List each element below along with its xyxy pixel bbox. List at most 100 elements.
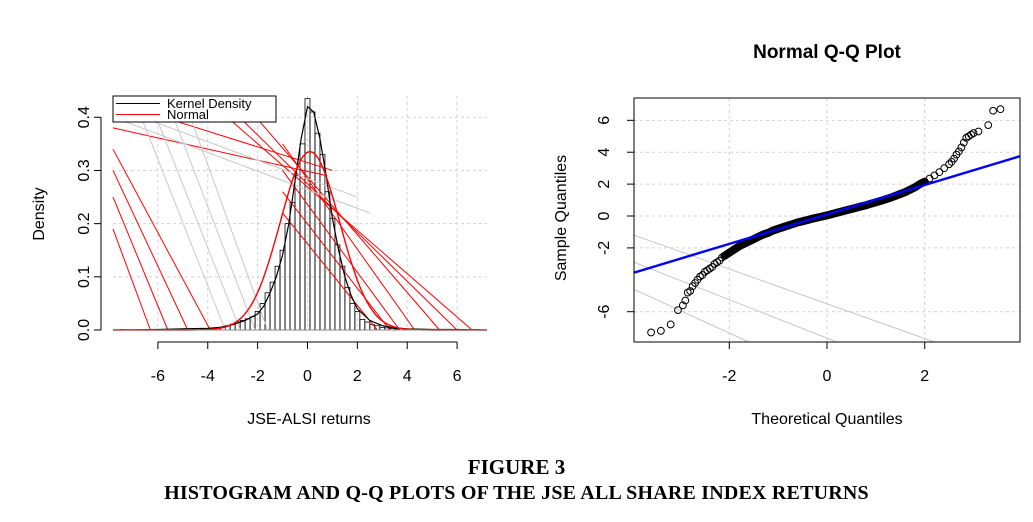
qq-reference-line	[633, 155, 1021, 274]
y-tick-label: 4	[596, 148, 613, 157]
grey-overlay-line	[633, 234, 935, 343]
red-overlay-line	[282, 143, 416, 331]
qq-plot-panel: Normal Q-Q Plot -2 0 2 -6 -2 0 2 4 6 Theoretica…	[553, 42, 1021, 428]
red-overlay-line	[237, 95, 441, 331]
x-tick-label: 2	[920, 368, 929, 385]
histogram-legend: Kernel Density Normal	[112, 95, 277, 123]
red-overlay-line	[112, 148, 211, 331]
qq-point	[678, 301, 687, 310]
y-tick-label: 0.1	[76, 266, 93, 288]
qq-point	[735, 242, 743, 251]
x-tick-label: -2	[722, 368, 736, 385]
grey-overlay-line	[164, 95, 256, 331]
y-tick-label: 0.2	[76, 212, 93, 234]
figure-caption: FIGURE 3 HISTOGRAM AND Q-Q PLOTS OF THE …	[0, 454, 1033, 506]
qq-point	[969, 129, 978, 137]
red-overlay-line	[112, 170, 189, 331]
red-overlay-line	[282, 212, 378, 331]
x-tick-label: -6	[151, 368, 165, 385]
red-overlay-line	[112, 196, 169, 331]
histogram-bar	[349, 303, 356, 331]
qq-point	[674, 306, 682, 315]
qq-point	[647, 328, 656, 337]
x-tick-label: 4	[403, 368, 412, 385]
qq-grid	[634, 98, 1020, 342]
histogram-bar	[324, 191, 331, 331]
red-overlay-line	[112, 228, 151, 331]
y-tick-label: -6	[596, 304, 613, 318]
red-overlay-line	[282, 191, 391, 331]
grey-overlay-line	[112, 116, 370, 214]
qq-reference-line	[633, 155, 1021, 274]
qq-point	[722, 250, 731, 259]
histogram-panel: -6 -4 -2 0 2 4 6 0.0 0.1 0.2 0.3 0.4 Kernel Densit…	[31, 95, 488, 428]
qq-point	[957, 143, 966, 152]
qq-point	[940, 164, 949, 173]
histogram-bar	[364, 321, 371, 331]
y-tick-label: 0.0	[76, 319, 93, 341]
qq-point	[989, 106, 998, 115]
histogram-bar	[359, 318, 366, 331]
grey-overlay-line	[182, 95, 269, 331]
qq-point	[656, 326, 665, 335]
qq-point	[984, 121, 993, 130]
histogram-bar	[294, 175, 301, 331]
histogram-bar	[314, 132, 321, 331]
histogram-bar	[274, 265, 281, 331]
y-tick-label: -2	[596, 241, 613, 255]
qq-point	[681, 296, 690, 305]
grey-overlay-line	[633, 288, 750, 343]
qq-y-axis-label: Sample Quantiles	[553, 155, 570, 281]
x-tick-label: 0	[303, 368, 312, 385]
qq-point	[945, 160, 954, 169]
red-overlay-line	[282, 170, 401, 331]
x-tick-label: -4	[201, 368, 215, 385]
histogram-y-axis-label: Density	[31, 187, 48, 240]
qq-x-axis-label: Theoretical Quantiles	[751, 411, 902, 428]
qq-point	[705, 264, 714, 273]
y-tick-label: 0.4	[76, 106, 93, 128]
legend-label-kernel-density: Kernel Density	[167, 96, 252, 111]
qq-x-axis: -2 0 2	[722, 341, 929, 385]
x-tick-label: -2	[250, 368, 264, 385]
qq-point	[950, 154, 958, 163]
qq-point	[713, 258, 721, 267]
qq-point	[666, 320, 675, 329]
histogram-y-axis: 0.0 0.1 0.2 0.3 0.4	[76, 106, 102, 341]
qq-points	[647, 105, 1005, 337]
qq-point	[935, 168, 944, 177]
histogram-bar	[319, 154, 326, 331]
figure-title: HISTOGRAM AND Q-Q PLOTS OF THE JSE ALL S…	[164, 482, 869, 504]
qq-point	[959, 138, 968, 147]
histogram-overlay-lines	[112, 95, 473, 331]
legend-label-normal: Normal	[167, 107, 209, 122]
histogram-bar	[334, 244, 341, 331]
qq-point	[974, 127, 983, 136]
histogram-x-axis-label: JSE-ALSI returns	[247, 411, 371, 428]
x-tick-label: 6	[453, 368, 462, 385]
qq-point	[683, 288, 692, 297]
grey-overlay-line	[132, 95, 226, 331]
qq-y-axis: -6 -2 0 2 4 6	[596, 116, 634, 319]
qq-point	[686, 287, 695, 295]
figure-canvas: -6 -4 -2 0 2 4 6 0.0 0.1 0.2 0.3 0.4 Kernel Densit…	[31, 42, 1021, 428]
qq-point	[996, 105, 1005, 114]
qq-point	[696, 272, 704, 281]
grey-overlay-line	[147, 95, 241, 331]
y-tick-label: 0	[596, 211, 613, 220]
x-tick-label: 0	[823, 368, 832, 385]
histogram-density-curves	[112, 105, 488, 331]
qq-point	[955, 147, 963, 156]
qq-point	[930, 171, 939, 180]
figure-number: FIGURE 3	[467, 455, 566, 479]
histogram-bar	[289, 201, 296, 331]
qq-plot-title: Normal Q-Q Plot	[753, 42, 901, 63]
histogram-x-axis: -6 -4 -2 0 2 4 6	[151, 341, 462, 385]
y-tick-label: 2	[596, 180, 613, 189]
legend-box	[112, 95, 277, 123]
y-tick-label: 6	[596, 116, 613, 125]
histogram-bar	[309, 111, 316, 331]
x-tick-label: 2	[353, 368, 362, 385]
grey-overlay-line	[633, 261, 837, 343]
qq-point	[925, 174, 934, 183]
